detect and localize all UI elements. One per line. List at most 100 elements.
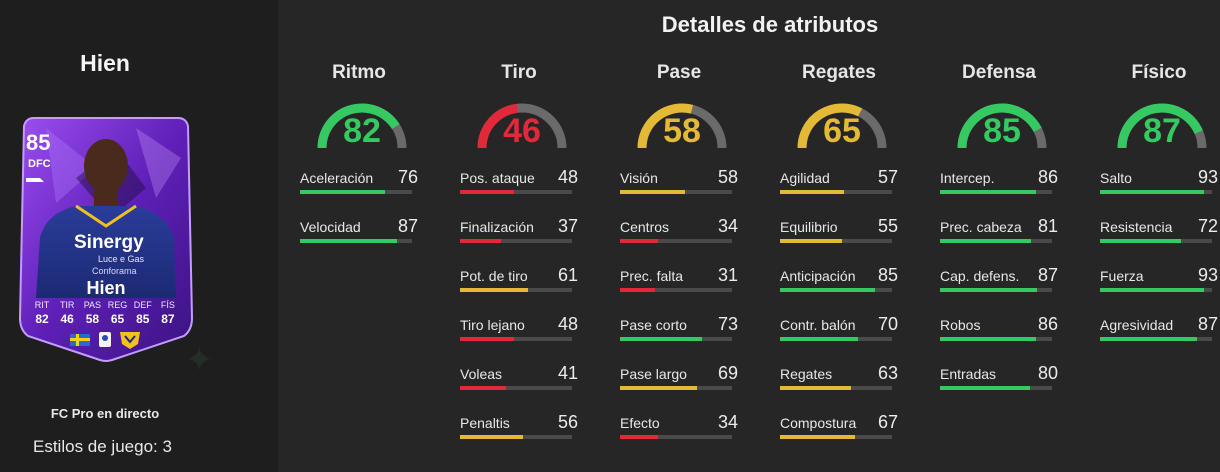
gauge-value: 58 bbox=[663, 112, 701, 150]
attribute-bar-track bbox=[460, 337, 572, 341]
gauge-fill bbox=[637, 103, 694, 149]
attribute-label: Pot. de tiro bbox=[460, 268, 528, 284]
player-name: Hien bbox=[80, 50, 130, 76]
attribute-voleas[interactable]: Voleas 41 bbox=[460, 363, 578, 396]
card-stat: FÍS 87 bbox=[156, 300, 180, 326]
column-title: Físico bbox=[1131, 62, 1187, 83]
attribute-bar-track bbox=[1100, 288, 1212, 292]
card-stat-value: 65 bbox=[110, 312, 125, 326]
player-card[interactable]: 85 DFC Sinergy Luce e Gas Conforama Hien… bbox=[16, 108, 196, 363]
attribute-label: Entradas bbox=[940, 366, 997, 382]
attribute-bar-fill bbox=[940, 386, 1030, 390]
attribute-label: Contr. balón bbox=[780, 317, 856, 333]
attribute-label: Visión bbox=[620, 170, 658, 186]
card-name: Hien bbox=[86, 278, 126, 298]
attribute-label: Velocidad bbox=[300, 219, 361, 235]
attribute-label: Regates bbox=[780, 366, 833, 382]
attribute-resistencia[interactable]: Resistencia 72 bbox=[1100, 216, 1218, 249]
attribute-bar-fill bbox=[460, 239, 502, 243]
attribute-label: Finalización bbox=[460, 219, 534, 235]
attribute-velocidad[interactable]: Velocidad 87 bbox=[300, 216, 418, 249]
attribute-bar-track bbox=[780, 288, 892, 292]
column-title: Pase bbox=[656, 62, 702, 83]
attribute-pase-largo[interactable]: Pase largo 69 bbox=[620, 363, 738, 396]
attribute-bar-fill bbox=[1100, 239, 1181, 243]
attribute-bar-track bbox=[460, 288, 572, 292]
card-type: FC Pro en directo bbox=[50, 406, 160, 421]
gauge-value: 85 bbox=[983, 112, 1021, 150]
column-title: Regates bbox=[802, 62, 876, 83]
gauge-fill bbox=[477, 103, 518, 149]
attribute-contr-balon[interactable]: Contr. balón 70 bbox=[780, 314, 898, 347]
attribute-value: 67 bbox=[877, 412, 898, 432]
attribute-label: Intercep. bbox=[940, 170, 995, 186]
attribute-value: 41 bbox=[557, 363, 578, 383]
gauge bbox=[1117, 103, 1207, 149]
attribute-bar-track bbox=[780, 190, 892, 194]
attribute-value: 37 bbox=[557, 216, 578, 236]
attribute-intercep[interactable]: Intercep. 86 bbox=[940, 167, 1058, 200]
attribute-label: Agilidad bbox=[780, 170, 830, 186]
attribute-value: 80 bbox=[1037, 363, 1058, 383]
attribute-robos[interactable]: Robos 86 bbox=[940, 314, 1058, 347]
attribute-bar-track bbox=[1100, 239, 1212, 243]
attribute-agilidad[interactable]: Agilidad 57 bbox=[780, 167, 898, 200]
attribute-bar-fill bbox=[460, 190, 514, 194]
attribute-bar-track bbox=[940, 288, 1052, 292]
attribute-pot-de-tiro[interactable]: Pot. de tiro 61 bbox=[460, 265, 578, 298]
attribute-cap-defens[interactable]: Cap. defens. 87 bbox=[940, 265, 1058, 298]
attribute-bar-fill bbox=[460, 435, 523, 439]
attribute-agresividad[interactable]: Agresividad 87 bbox=[1100, 314, 1218, 347]
attribute-fuerza[interactable]: Fuerza 93 bbox=[1100, 265, 1218, 298]
attribute-vision[interactable]: Visión 58 bbox=[620, 167, 738, 200]
attribute-value: 73 bbox=[717, 314, 738, 334]
card-stat-label: DEF bbox=[133, 300, 152, 310]
attribute-equilibrio[interactable]: Equilibrio 55 bbox=[780, 216, 898, 249]
card-stat-value: 58 bbox=[85, 312, 100, 326]
card-stat-label: RIT bbox=[34, 300, 50, 310]
gauge bbox=[957, 103, 1047, 149]
attribute-value: 48 bbox=[557, 167, 578, 187]
attribute-pase-corto[interactable]: Pase corto 73 bbox=[620, 314, 738, 347]
playstyles-count[interactable]: Estilos de juego: 3 bbox=[33, 437, 172, 456]
card-sponsor-sub: Luce e Gas bbox=[98, 254, 145, 264]
attribute-bar-track bbox=[940, 337, 1052, 341]
attribute-bar-fill bbox=[1100, 288, 1205, 292]
attribute-prec-cabeza[interactable]: Prec. cabeza 81 bbox=[940, 216, 1058, 249]
attribute-salto[interactable]: Salto 93 bbox=[1100, 167, 1218, 200]
attribute-label: Salto bbox=[1100, 170, 1132, 186]
attribute-bar-fill bbox=[780, 337, 859, 341]
attribute-efecto[interactable]: Efecto 34 bbox=[620, 412, 738, 445]
attribute-finalizacion[interactable]: Finalización 37 bbox=[460, 216, 578, 249]
attribute-regates[interactable]: Regates 63 bbox=[780, 363, 898, 396]
attribute-bar-fill bbox=[620, 386, 698, 390]
attribute-label: Centros bbox=[620, 219, 670, 235]
attribute-bar-track bbox=[940, 190, 1052, 194]
attribute-value: 81 bbox=[1037, 216, 1058, 236]
attribute-value: 86 bbox=[1037, 167, 1058, 187]
card-stat: REG 65 bbox=[106, 300, 130, 326]
attribute-entradas[interactable]: Entradas 80 bbox=[940, 363, 1058, 396]
attribute-label: Resistencia bbox=[1100, 219, 1173, 235]
attribute-bar-fill bbox=[1100, 337, 1198, 341]
attribute-bar-fill bbox=[620, 435, 659, 439]
attribute-bar-fill bbox=[620, 190, 685, 194]
attribute-value: 58 bbox=[717, 167, 738, 187]
attribute-label: Anticipación bbox=[780, 268, 856, 284]
attribute-prec-falta[interactable]: Prec. falta 31 bbox=[620, 265, 738, 298]
attribute-anticipacion[interactable]: Anticipación 85 bbox=[780, 265, 898, 298]
attribute-centros[interactable]: Centros 34 bbox=[620, 216, 738, 249]
attribute-bar-track bbox=[620, 386, 732, 390]
gauge-fill bbox=[797, 103, 863, 149]
attribute-value: 61 bbox=[557, 265, 578, 285]
attribute-aceleracion[interactable]: Aceleración 76 bbox=[300, 167, 418, 200]
attribute-tiro-lejano[interactable]: Tiro lejano 48 bbox=[460, 314, 578, 347]
attribute-penaltis[interactable]: Penaltis 56 bbox=[460, 412, 578, 445]
attribute-pos-ataque[interactable]: Pos. ataque 48 bbox=[460, 167, 578, 200]
attribute-compostura[interactable]: Compostura 67 bbox=[780, 412, 898, 445]
attributes-title: Detalles de atributos bbox=[661, 12, 879, 37]
attribute-value: 57 bbox=[877, 167, 898, 187]
attribute-label: Cap. defens. bbox=[940, 268, 1020, 284]
card-stat-label: TIR bbox=[59, 300, 75, 310]
card-sponsor: Sinergy bbox=[74, 232, 144, 253]
